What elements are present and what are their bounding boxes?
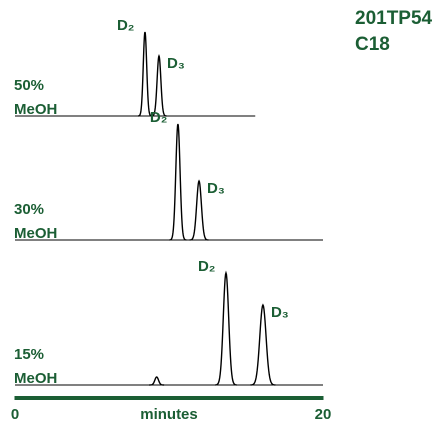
peak-label: D₂ (198, 258, 216, 275)
sample-label: 15% (14, 346, 44, 363)
sample-label: 30% (14, 201, 44, 218)
x-axis-label: minutes (140, 406, 198, 423)
peak (169, 123, 187, 241)
peak-label: D₂ (150, 109, 168, 126)
peak (250, 303, 276, 386)
x-tick-label: 0 (11, 406, 19, 423)
peak-label: D₃ (271, 304, 289, 321)
sample-label: MeOH (14, 101, 57, 118)
title: C18 (355, 34, 390, 55)
peak (189, 179, 209, 241)
peak-label: D₂ (117, 17, 135, 34)
sample-label: MeOH (14, 225, 57, 242)
peak-label: D₃ (207, 180, 225, 197)
peak-label: D₃ (167, 55, 185, 72)
peak (151, 53, 167, 117)
peak (215, 270, 237, 386)
peak (149, 376, 165, 386)
sample-label: 50% (14, 77, 44, 94)
title: 201TP54 (355, 8, 433, 29)
peak (138, 31, 152, 117)
sample-label: MeOH (14, 370, 57, 387)
x-tick-label: 20 (315, 406, 332, 423)
